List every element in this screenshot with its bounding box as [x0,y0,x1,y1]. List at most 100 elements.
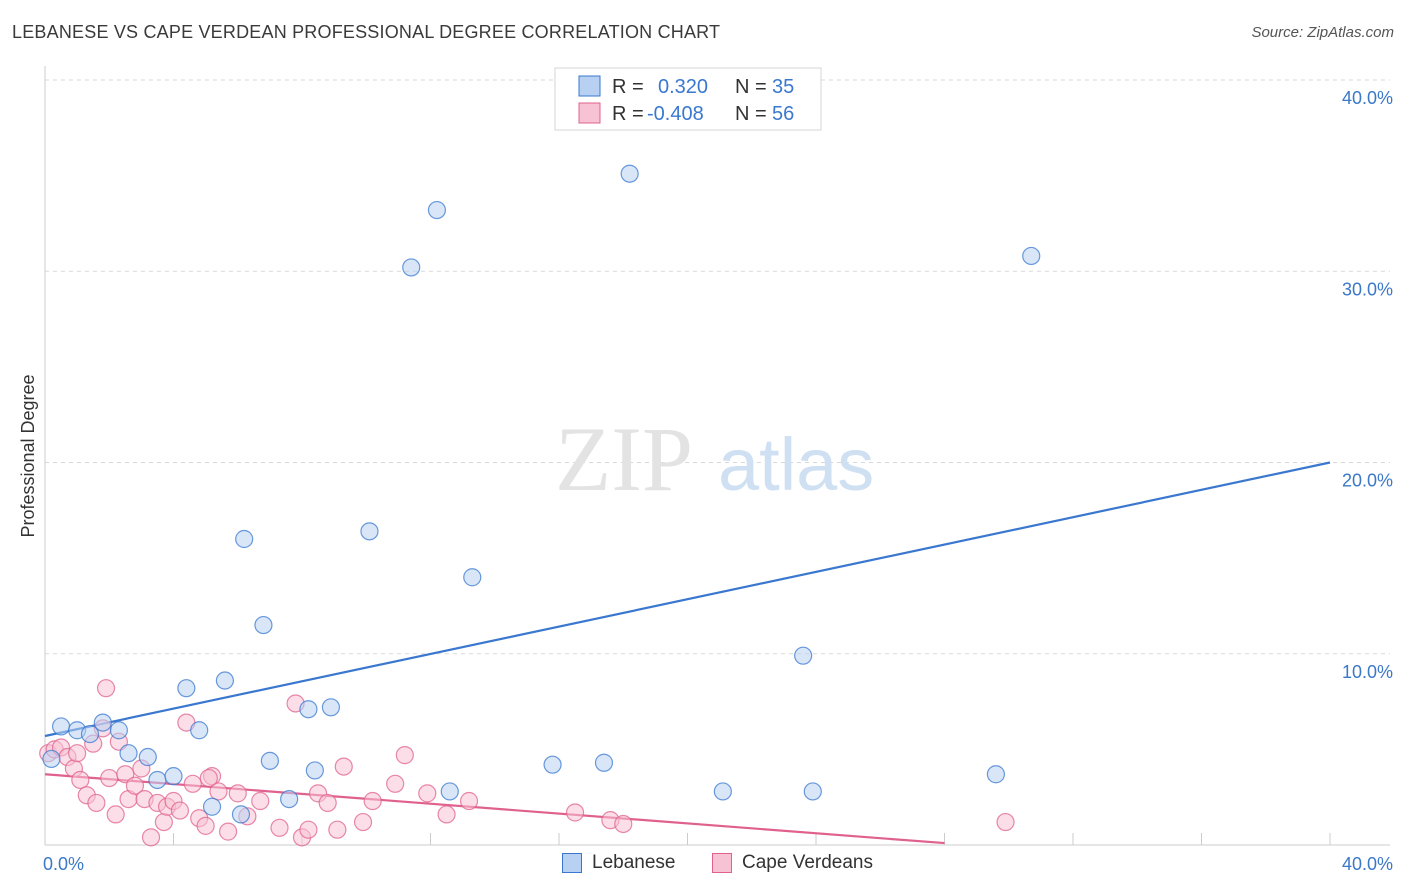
legend-r-label-1: R = [612,76,644,98]
legend-n-value-1: 35 [772,76,794,98]
point-cape-verdeans-39 [299,820,318,839]
point-lebanese-30 [794,646,813,665]
point-lebanese-13 [231,805,251,824]
point-cape-verdeans-47 [395,746,414,765]
point-lebanese-27 [594,753,614,772]
point-lebanese-7 [148,770,167,790]
point-cape-verdeans-11 [96,679,116,698]
legend-n-value-2: 56 [772,103,794,125]
bottom-legend-label-cape-verdeans: Cape Verdeans [742,852,873,873]
point-cape-verdeans-5 [68,744,87,763]
trendline-lebanese [44,461,1331,738]
point-cape-verdeans-55 [199,768,218,788]
y-tick-label-2: 30.0% [1342,279,1393,299]
point-cape-verdeans-22 [154,812,173,832]
grid [45,79,1390,655]
bottom-legend-swatch-cape-verdeans [712,853,732,873]
bottom-legend-label-lebanese: Lebanese [592,852,676,873]
legend-swatch-cape-verdeans [578,102,601,124]
point-lebanese-18 [299,700,318,719]
point-lebanese-29 [713,782,732,801]
point-cape-verdeans-35 [251,791,270,811]
point-lebanese-11 [202,797,222,816]
point-cape-verdeans-33 [228,784,247,803]
point-cape-verdeans-53 [614,814,633,834]
legend-box: R = 0.320 N = 35 R = -0.408 N = 56 [554,67,822,131]
point-cape-verdeans-44 [353,812,373,832]
point-cape-verdeans-6 [71,770,90,790]
point-lebanese-31 [803,782,822,801]
y-tick-label-0: 10.0% [1342,662,1393,682]
y-tick-label-1: 20.0% [1342,471,1393,491]
point-cape-verdeans-43 [334,757,353,776]
point-cape-verdeans-48 [418,784,437,803]
point-cape-verdeans-31 [209,782,228,801]
tick-labels: 10.0% 20.0% 30.0% 40.0% 0.0% 40.0% [43,88,1393,874]
point-lebanese-4 [109,721,128,740]
point-lebanese-6 [138,747,157,767]
point-lebanese-12 [215,671,234,690]
point-lebanese-34 [42,749,61,769]
point-lebanese-22 [402,258,421,277]
point-lebanese-25 [463,568,482,587]
point-lebanese-20 [321,698,341,717]
point-lebanese-17 [280,789,299,809]
point-lebanese-33 [1022,246,1041,266]
y-axis-title: Professional Degree [18,374,38,537]
point-lebanese-9 [177,679,196,698]
point-lebanese-23 [427,200,447,220]
legend-r-value-2: -0.408 [647,103,704,125]
point-lebanese-15 [254,615,273,635]
point-lebanese-26 [543,755,562,774]
bottom-legend-cape-verdeans: Cape Verdeans [712,852,873,874]
y-tick-label-3: 40.0% [1342,88,1393,108]
point-lebanese-16 [260,751,279,770]
point-lebanese-21 [360,522,379,541]
legend-r-value-1: 0.320 [658,76,708,98]
point-cape-verdeans-12 [100,768,119,788]
point-cape-verdeans-17 [125,776,145,795]
point-lebanese-5 [119,744,138,763]
point-lebanese-32 [986,765,1006,784]
watermark-zip: ZIP [555,408,693,510]
point-lebanese-8 [164,767,183,786]
point-cape-verdeans-9 [87,793,106,813]
point-lebanese-14 [235,529,254,549]
legend-r-label-2: R = [612,103,644,125]
x-tick-label-1: 40.0% [1342,854,1393,874]
legend-swatch-lebanese [578,75,601,97]
bottom-legend: Lebanese Cape Verdeans [0,850,1406,880]
watermark: ZIP atlas [555,408,874,510]
chart-title: LEBANESE VS CAPE VERDEAN PROFESSIONAL DE… [12,22,721,42]
point-cape-verdeans-54 [996,812,1015,832]
point-cape-verdeans-49 [437,805,456,824]
point-cape-verdeans-32 [219,822,238,841]
point-cape-verdeans-20 [141,828,161,847]
legend-n-label-1: N = [735,76,767,98]
point-cape-verdeans-29 [196,816,215,835]
point-lebanese-10 [190,721,209,740]
point-cape-verdeans-27 [183,774,202,793]
point-cape-verdeans-13 [106,805,125,824]
point-cape-verdeans-45 [363,791,382,811]
point-lebanese-24 [440,782,459,801]
data-points [39,164,1041,847]
legend-n-label-2: N = [735,103,767,125]
bottom-legend-lebanese: Lebanese [562,852,675,874]
watermark-atlas: atlas [718,423,874,506]
point-lebanese-0 [51,717,71,736]
point-lebanese-2 [80,724,100,744]
point-cape-verdeans-41 [318,793,337,813]
point-cape-verdeans-50 [459,791,479,811]
point-cape-verdeans-51 [565,803,585,822]
bottom-legend-swatch-lebanese [562,853,582,873]
point-lebanese-19 [305,761,324,780]
point-cape-verdeans-36 [270,818,289,837]
source-label: Source: ZipAtlas.com [1251,24,1394,41]
point-cape-verdeans-46 [386,774,405,793]
point-lebanese-3 [93,713,112,732]
point-cape-verdeans-42 [328,820,347,839]
x-tick-label-0: 0.0% [43,854,84,874]
point-lebanese-28 [620,164,639,183]
